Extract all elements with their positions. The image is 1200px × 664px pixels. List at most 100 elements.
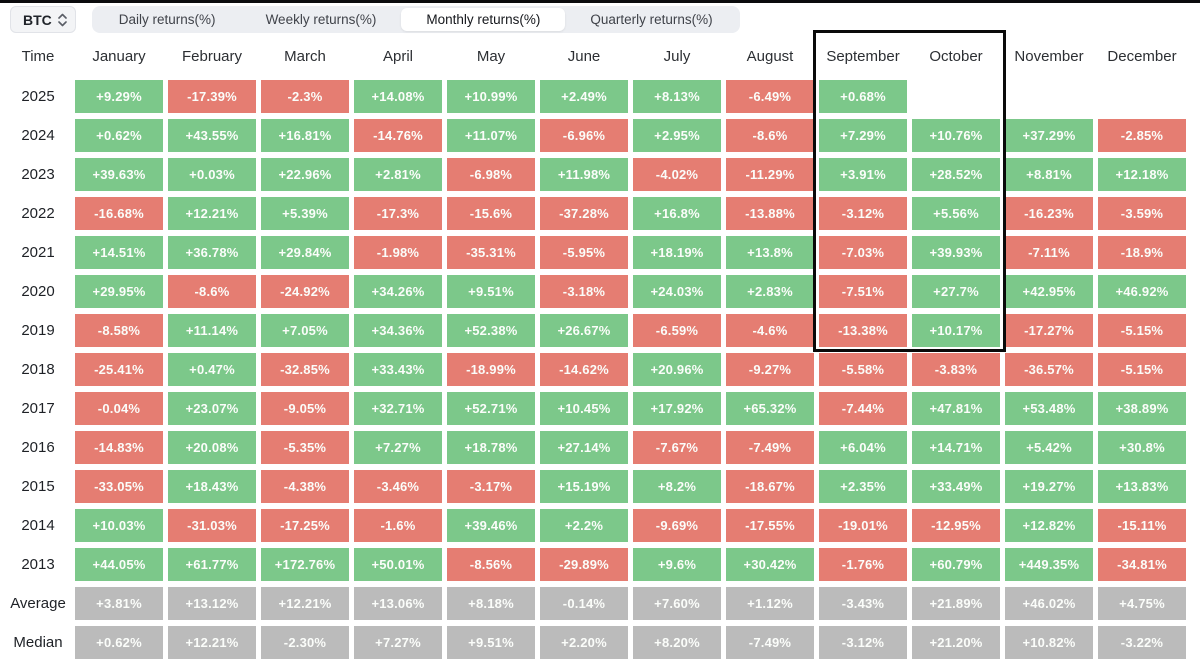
return-cell: +2.2%	[540, 509, 628, 542]
return-cell: -32.85%	[261, 353, 349, 386]
row-label-2015: 2015	[21, 478, 55, 495]
return-cell: +34.26%	[354, 275, 442, 308]
return-cell: -1.76%	[819, 548, 907, 581]
return-cell: +42.95%	[1005, 275, 1093, 308]
top-border	[0, 0, 1200, 3]
return-cell: -2.85%	[1098, 119, 1186, 152]
tab-monthly[interactable]: Monthly returns(%)	[401, 8, 566, 31]
return-cell: +27.14%	[540, 431, 628, 464]
row-label-2025: 2025	[21, 88, 55, 105]
return-cell: +9.51%	[447, 626, 535, 659]
return-cell: -5.95%	[540, 236, 628, 269]
return-cell: +3.91%	[819, 158, 907, 191]
return-cell: +8.81%	[1005, 158, 1093, 191]
return-cell: -24.92%	[261, 275, 349, 308]
row-label-2019: 2019	[21, 322, 55, 339]
return-cell: +30.8%	[1098, 431, 1186, 464]
return-cell: -5.15%	[1098, 314, 1186, 347]
row-label-2014: 2014	[21, 517, 55, 534]
return-cell: +8.18%	[447, 587, 535, 620]
returns-tabbar: Daily returns(%) Weekly returns(%) Monthly…	[91, 6, 740, 33]
return-cell: +9.6%	[633, 548, 721, 581]
return-cell: -29.89%	[540, 548, 628, 581]
return-cell: -7.49%	[726, 626, 814, 659]
row-label-2020: 2020	[21, 283, 55, 300]
return-cell: +14.51%	[75, 236, 163, 269]
return-cell: -0.14%	[540, 587, 628, 620]
table-header-row: Time January February March April May June July…	[6, 44, 1186, 68]
return-cell: -9.69%	[633, 509, 721, 542]
month-header-september: September	[826, 47, 900, 65]
tab-quarterly[interactable]: Quarterly returns(%)	[590, 12, 713, 27]
return-cell: +8.20%	[633, 626, 721, 659]
return-cell: -12.95%	[912, 509, 1000, 542]
return-cell	[912, 80, 1000, 113]
return-cell: +38.89%	[1098, 392, 1186, 425]
return-cell: -3.12%	[819, 197, 907, 230]
return-cell: -17.39%	[168, 80, 256, 113]
month-header-december: December	[1107, 47, 1177, 65]
return-cell: -7.67%	[633, 431, 721, 464]
return-cell: -0.04%	[75, 392, 163, 425]
return-cell: -3.12%	[819, 626, 907, 659]
return-cell: +6.04%	[819, 431, 907, 464]
return-cell: +32.71%	[354, 392, 442, 425]
sort-chevrons-icon	[57, 13, 67, 27]
return-cell: -14.83%	[75, 431, 163, 464]
return-cell: +47.81%	[912, 392, 1000, 425]
return-cell: -3.22%	[1098, 626, 1186, 659]
return-cell: +2.95%	[633, 119, 721, 152]
return-cell: +39.46%	[447, 509, 535, 542]
return-cell: +8.13%	[633, 80, 721, 113]
return-cell: +172.76%	[261, 548, 349, 581]
return-cell: +39.63%	[75, 158, 163, 191]
return-cell: +28.52%	[912, 158, 1000, 191]
return-cell: +12.21%	[168, 626, 256, 659]
return-cell: -3.83%	[912, 353, 1000, 386]
toolbar: BTC Daily returns(%) Weekly returns(%) Mon…	[10, 6, 740, 33]
return-cell: +20.08%	[168, 431, 256, 464]
return-cell: -7.03%	[819, 236, 907, 269]
return-cell: +20.96%	[633, 353, 721, 386]
return-cell: +46.02%	[1005, 587, 1093, 620]
return-cell: +7.27%	[354, 431, 442, 464]
return-cell: -37.28%	[540, 197, 628, 230]
return-cell: +12.18%	[1098, 158, 1186, 191]
return-cell: -34.81%	[1098, 548, 1186, 581]
return-cell: +65.32%	[726, 392, 814, 425]
return-cell: +18.19%	[633, 236, 721, 269]
return-cell: -5.58%	[819, 353, 907, 386]
return-cell: +18.43%	[168, 470, 256, 503]
return-cell: -5.15%	[1098, 353, 1186, 386]
symbol-select[interactable]: BTC	[10, 6, 76, 33]
row-label-2021: 2021	[21, 244, 55, 261]
return-cell: +2.83%	[726, 275, 814, 308]
return-cell: -7.11%	[1005, 236, 1093, 269]
return-cell: +43.55%	[168, 119, 256, 152]
tab-daily[interactable]: Daily returns(%)	[118, 12, 216, 27]
return-cell: +449.35%	[1005, 548, 1093, 581]
return-cell: +2.35%	[819, 470, 907, 503]
row-label-average: Average	[10, 595, 66, 612]
return-cell: +50.01%	[354, 548, 442, 581]
return-cell: -31.03%	[168, 509, 256, 542]
return-cell: -18.67%	[726, 470, 814, 503]
return-cell: +12.82%	[1005, 509, 1093, 542]
return-cell: -19.01%	[819, 509, 907, 542]
return-cell: +24.03%	[633, 275, 721, 308]
return-cell: +9.51%	[447, 275, 535, 308]
tab-weekly[interactable]: Weekly returns(%)	[265, 12, 377, 27]
return-cell: +0.47%	[168, 353, 256, 386]
return-cell: -14.62%	[540, 353, 628, 386]
return-cell: -14.76%	[354, 119, 442, 152]
return-cell: +13.8%	[726, 236, 814, 269]
return-cell: -16.68%	[75, 197, 163, 230]
return-cell: +2.81%	[354, 158, 442, 191]
return-cell: +33.49%	[912, 470, 1000, 503]
return-cell: +34.36%	[354, 314, 442, 347]
return-cell: -6.59%	[633, 314, 721, 347]
month-header-february: February	[181, 47, 243, 65]
return-cell: +22.96%	[261, 158, 349, 191]
return-cell: -18.9%	[1098, 236, 1186, 269]
